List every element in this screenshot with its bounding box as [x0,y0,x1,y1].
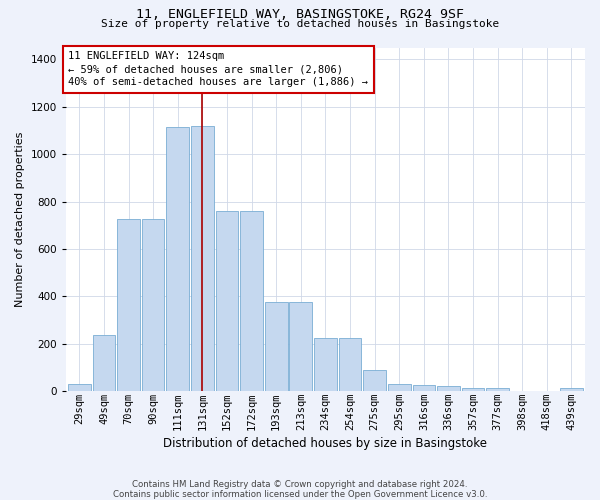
Text: Contains HM Land Registry data © Crown copyright and database right 2024.
Contai: Contains HM Land Registry data © Crown c… [113,480,487,499]
Bar [117,220,140,391]
Bar [388,384,410,391]
Bar [92,336,115,391]
Bar [265,302,287,391]
Text: 11, ENGLEFIELD WAY, BASINGSTOKE, RG24 9SF: 11, ENGLEFIELD WAY, BASINGSTOKE, RG24 9S… [136,8,464,20]
Bar [413,385,435,391]
Bar [560,388,583,391]
Bar [142,220,164,391]
X-axis label: Distribution of detached houses by size in Basingstoke: Distribution of detached houses by size … [163,437,487,450]
Bar [364,370,386,391]
Bar [166,127,189,391]
Bar [289,302,312,391]
Bar [462,388,484,391]
Text: 11 ENGLEFIELD WAY: 124sqm
← 59% of detached houses are smaller (2,806)
40% of se: 11 ENGLEFIELD WAY: 124sqm ← 59% of detac… [68,51,368,88]
Bar [68,384,91,391]
Bar [339,338,361,391]
Bar [437,386,460,391]
Bar [240,211,263,391]
Bar [487,388,509,391]
Bar [191,126,214,391]
Bar [215,211,238,391]
Text: Size of property relative to detached houses in Basingstoke: Size of property relative to detached ho… [101,19,499,29]
Bar [314,338,337,391]
Y-axis label: Number of detached properties: Number of detached properties [15,132,25,307]
